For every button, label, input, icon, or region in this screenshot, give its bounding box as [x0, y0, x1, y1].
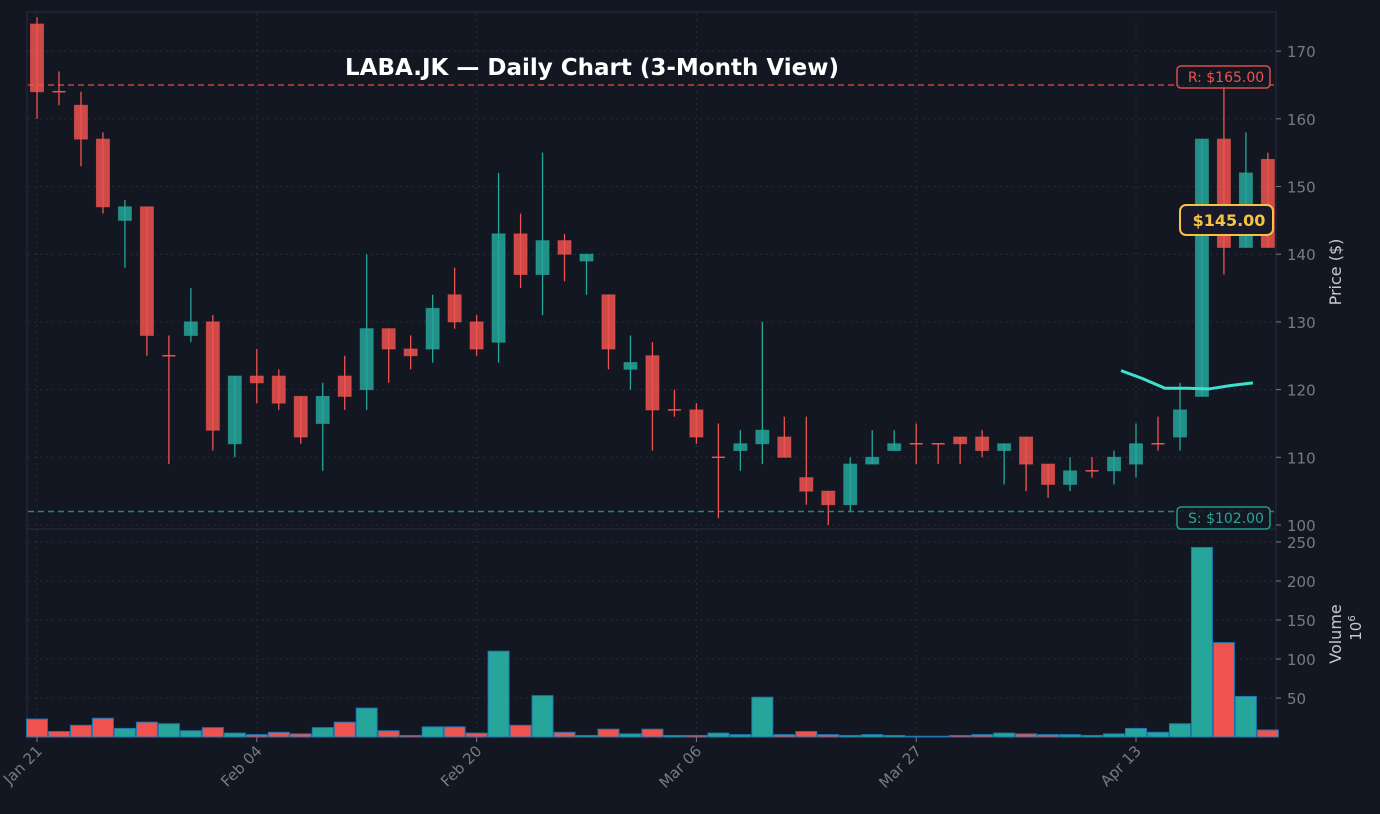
volume-bars: [26, 546, 1279, 738]
volume-tick-label: 150: [1287, 612, 1316, 630]
support-label: S: $102.00: [1176, 506, 1271, 530]
support-resistance-lines: [28, 84, 1275, 513]
price-tick-label: 100: [1287, 517, 1316, 535]
last-price-text: $145.00: [1193, 211, 1266, 230]
volume-panel-frame: [26, 528, 1277, 738]
volume-tick-label: 200: [1287, 573, 1316, 591]
date-tick-label: Mar 27: [875, 742, 925, 792]
candles: [30, 17, 1275, 525]
last-price-label: $145.00: [1179, 204, 1274, 236]
price-tick-label: 110: [1287, 449, 1316, 467]
date-tick-label: Apr 13: [1097, 742, 1145, 790]
date-tick-label: Feb 20: [437, 742, 485, 790]
price-axis-title: Price ($): [1326, 239, 1345, 306]
chart-title: LABA.JK — Daily Chart (3-Month View): [345, 55, 839, 81]
price-tick-label: 170: [1287, 43, 1316, 61]
volume-axis-title: Volume: [1326, 604, 1345, 664]
moving-average-line: [1120, 369, 1254, 391]
resistance-label: R: $165.00: [1176, 65, 1271, 89]
volume-tick-label: 100: [1287, 651, 1316, 669]
price-tick-label: 120: [1287, 382, 1316, 400]
volume-axis-unit: 106: [1347, 615, 1365, 640]
resistance-label-text: R: $165.00: [1188, 70, 1264, 86]
date-tick-label: Mar 06: [656, 742, 706, 792]
date-tick-label: Feb 04: [217, 742, 265, 790]
volume-tick-label: 50: [1287, 690, 1306, 708]
volume-tick-label: 250: [1287, 534, 1316, 552]
date-tick-label: Jan 21: [0, 742, 46, 789]
price-tick-label: 130: [1287, 314, 1316, 332]
price-tick-label: 150: [1287, 179, 1316, 197]
price-panel-frame: [26, 11, 1277, 530]
support-label-text: S: $102.00: [1188, 511, 1264, 527]
price-tick-label: 160: [1287, 111, 1316, 129]
price-tick-label: 140: [1287, 246, 1316, 264]
axes: 100 110 120 130 140 150 160 170 50 100 150 200 250 Ja…: [0, 43, 1316, 792]
